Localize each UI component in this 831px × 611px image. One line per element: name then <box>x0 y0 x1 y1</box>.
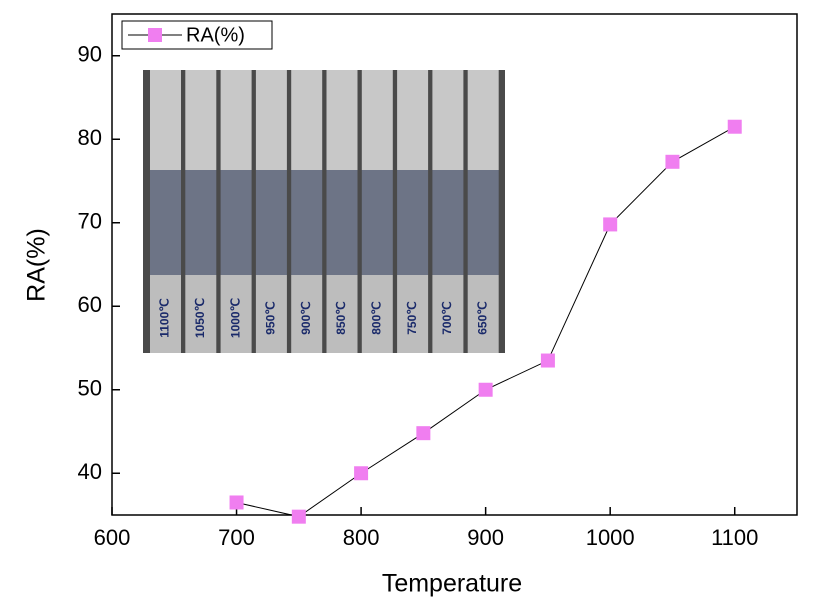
x-tick-label: 800 <box>343 525 380 550</box>
y-tick-label: 90 <box>78 42 102 67</box>
inset-label: 1100℃ <box>158 298 172 338</box>
inset-label: 750℃ <box>405 301 419 335</box>
x-tick-label: 1000 <box>586 525 635 550</box>
rod-neck <box>432 170 464 275</box>
marker <box>603 217 618 232</box>
rod-upper <box>397 70 429 170</box>
inset-label: 800℃ <box>369 301 383 335</box>
marker <box>291 509 306 524</box>
marker <box>540 353 555 368</box>
rod-upper <box>220 70 252 170</box>
x-axis-label: Temperature <box>382 570 522 598</box>
photo-inset: 1100℃ 1050℃ 1000℃ 950℃ 900℃ 850℃ 800℃ 750℃ 700℃ 6… <box>143 70 505 353</box>
x-tick-label: 900 <box>467 525 504 550</box>
rod-neck <box>397 170 429 275</box>
y-tick-label: 70 <box>78 209 102 234</box>
marker <box>416 426 431 441</box>
rod-upper <box>150 70 181 170</box>
rod-lower <box>467 275 499 353</box>
marker <box>229 495 244 510</box>
inset-label: 850℃ <box>334 301 348 335</box>
rod-neck <box>255 170 287 275</box>
marker <box>665 154 680 169</box>
rod-neck <box>361 170 393 275</box>
inset-label: 900℃ <box>299 301 313 335</box>
x-tick-label: 1100 <box>711 525 758 550</box>
rod-upper <box>291 70 323 170</box>
x-tick-label: 700 <box>218 525 255 550</box>
rod-lower <box>255 275 287 353</box>
rod-lower <box>185 275 217 353</box>
rod-upper <box>185 70 217 170</box>
rod-lower <box>220 275 252 353</box>
x-tick-label: 600 <box>94 525 131 550</box>
rod-upper <box>326 70 358 170</box>
legend-label: RA(%) <box>186 24 245 46</box>
rod-upper <box>467 70 499 170</box>
rod-lower <box>397 275 429 353</box>
rod-upper <box>361 70 393 170</box>
rod-lower <box>326 275 358 353</box>
inset-label: 950℃ <box>264 301 278 335</box>
rod-neck <box>467 170 499 275</box>
rod-neck <box>220 170 252 275</box>
rod-upper <box>432 70 464 170</box>
y-tick-label: 80 <box>78 125 102 150</box>
inset-label: 650℃ <box>475 301 489 335</box>
marker <box>354 466 369 481</box>
rod-lower <box>291 275 323 353</box>
marker <box>727 119 742 134</box>
inset-label: 700℃ <box>440 301 454 335</box>
legend-marker <box>148 28 162 42</box>
marker <box>478 382 493 397</box>
y-tick-label: 60 <box>78 292 102 317</box>
rod-lower <box>150 275 181 353</box>
rod-neck <box>291 170 323 275</box>
y-tick-label: 50 <box>78 376 102 401</box>
rod-lower <box>432 275 464 353</box>
rod-neck <box>326 170 358 275</box>
rod-neck <box>150 170 181 275</box>
y-tick-label: 40 <box>78 459 102 484</box>
rod-lower <box>361 275 393 353</box>
inset-label: 1050℃ <box>193 298 207 338</box>
inset-label: 1000℃ <box>228 298 242 338</box>
y-axis-label: RA(%) <box>23 228 51 302</box>
plot-frame <box>111 13 798 516</box>
rod-neck <box>185 170 217 275</box>
rod-upper <box>255 70 287 170</box>
